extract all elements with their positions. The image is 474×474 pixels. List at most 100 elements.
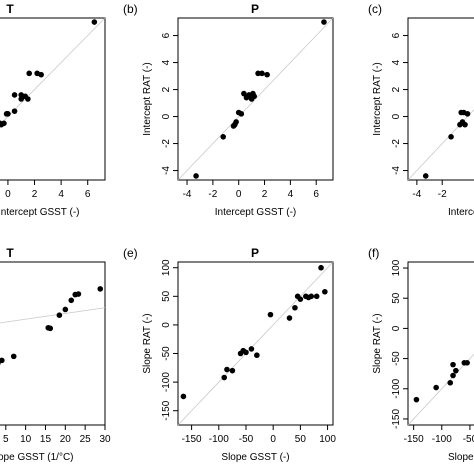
panel-6-panel-label: (f) — [368, 246, 379, 260]
panel-1-xtick-label-2: 4 — [58, 189, 64, 200]
panel-5-point-11 — [292, 304, 298, 311]
panel-1-xtick-label-3: 6 — [85, 189, 91, 200]
panel-2-panel-label: (b) — [123, 2, 138, 16]
panel-4-point-12 — [75, 291, 82, 297]
panel-2-point-14 — [259, 70, 265, 77]
panel-6-xlabel: Slope — [448, 452, 474, 463]
panel-5-xtick-label-5: 100 — [319, 434, 336, 445]
panel-1-point-1 — [1, 120, 7, 127]
panel-3-ytick-label-3: 2 — [391, 86, 402, 92]
panel-3-point-7 — [464, 111, 471, 117]
panel-2-ytick-label-3: 2 — [161, 86, 172, 92]
panel-5-ytick-label-3: 0 — [161, 322, 172, 328]
panel-2-xtick-label-2: 0 — [236, 189, 242, 200]
panel-2-xlabel: Intercept GSST (-) — [215, 207, 297, 218]
panel-6-ytick-label-2: -50 — [391, 351, 402, 366]
panel-1-point-6 — [11, 92, 18, 98]
panel-2-point-15 — [264, 71, 270, 78]
panel-5-xtick-label-3: 0 — [270, 434, 276, 445]
panel-4-xtick-label-2: 10 — [20, 434, 32, 445]
panel-5-identity-line — [177, 261, 334, 426]
panel-2-xtick-label-1: -2 — [208, 189, 217, 200]
panel-5-point-1 — [221, 374, 228, 381]
panel-6-ytick-label-0: -150 — [391, 409, 402, 429]
panel-5-ytick-label-2: -50 — [161, 346, 172, 361]
panel-5-point-13 — [297, 296, 304, 302]
panel-6-ytick-label-4: 50 — [391, 292, 402, 304]
panel-2-xtick-label-3: 2 — [262, 189, 268, 200]
panel-5-point-2 — [224, 366, 230, 373]
panel-4-title: T — [6, 246, 14, 260]
panel-4-point-8 — [56, 312, 63, 318]
panel-6-point-5 — [453, 367, 459, 374]
panel-4-xlabel: ope GSST (1/°C) — [0, 452, 74, 463]
panel-5-point-18 — [318, 264, 324, 271]
panel-6-xtick-label-0: -150 — [404, 434, 424, 445]
panel-3-ytick-label-2: 0 — [391, 113, 402, 119]
panel-3-ytick-label-4: 4 — [391, 59, 402, 65]
panel-6-point-0 — [413, 396, 420, 403]
panel-2-ytick-label-0: -4 — [161, 166, 172, 175]
panel-1-xlabel: Intercept GSST (-) — [0, 207, 80, 218]
panel-5-point-8 — [254, 352, 260, 359]
panel-2-xtick-label-4: 4 — [288, 189, 294, 200]
panel-2-ytick-label-5: 6 — [161, 32, 172, 38]
panel-2-ylabel: Intercept RAT (-) — [142, 62, 153, 136]
panel-5-point-19 — [322, 288, 328, 295]
panel-6-point-7 — [464, 360, 470, 366]
panel-2-point-12 — [251, 93, 258, 100]
panel-3-xtick-label-0: -4 — [412, 189, 421, 200]
panel-1-title: T — [6, 2, 14, 16]
panel-3-ytick-label-0: -4 — [391, 166, 402, 175]
panel-5-point-16 — [308, 293, 315, 300]
panel-2-point-13 — [255, 70, 261, 77]
panel-3-point-6 — [462, 121, 468, 128]
panel-2-ytick-label-1: -2 — [161, 139, 172, 148]
panel-5-point-3 — [229, 367, 236, 374]
panel-6-xtick-label-2: -50 — [463, 434, 474, 445]
panel-2-point-1 — [220, 134, 227, 140]
panel-5-panel-label: (e) — [123, 246, 138, 260]
panel-3-point-1 — [448, 134, 454, 140]
panel-4-xtick-label-5: 25 — [80, 434, 92, 445]
panel-5-xlabel: Slope GSST (-) — [221, 452, 289, 463]
panel-3-ytick-label-5: 6 — [391, 32, 402, 38]
panel-4-frame — [0, 261, 106, 426]
panel-1-xtick-label-1: 2 — [32, 189, 38, 200]
panel-5-ytick-label-0: -150 — [161, 400, 172, 420]
panel-3-xlabel: Interce — [448, 207, 474, 218]
panel-4-point-5 — [10, 353, 17, 360]
panel-5-point-6 — [243, 349, 249, 356]
panel-1-point-10 — [25, 96, 31, 102]
panel-3-ytick-label-1: -2 — [391, 139, 402, 148]
panel-4-point-7 — [47, 325, 54, 332]
panel-6-frame — [407, 261, 474, 426]
panel-3-panel-label: (c) — [368, 2, 382, 16]
panel-2-ytick-label-4: 4 — [161, 59, 172, 65]
panel-5-xtick-label-2: -50 — [239, 434, 254, 445]
panel-6-ytick-label-1: -100 — [391, 378, 402, 398]
panel-6-ytick-label-5: 100 — [391, 259, 402, 276]
panel-5-point-9 — [267, 311, 274, 318]
panel-1-point-4 — [5, 111, 11, 117]
panel-5-point-17 — [313, 293, 320, 300]
panel-4-point-9 — [62, 306, 69, 313]
panel-2-point-16 — [321, 19, 327, 25]
panel-1-point-11 — [26, 70, 33, 77]
panel-5-xtick-label-0: -150 — [182, 434, 202, 445]
panel-2-xtick-label-5: 6 — [313, 189, 319, 200]
panel-2-xtick-label-0: -4 — [183, 189, 192, 200]
panel-4-xtick-label-1: 5 — [3, 434, 9, 445]
panel-6-xtick-label-1: -100 — [432, 434, 452, 445]
panel-6-point-3 — [450, 372, 456, 379]
panel-2-point-0 — [193, 173, 199, 179]
panel-5-point-0 — [180, 393, 187, 400]
panel-3-frame — [407, 17, 474, 181]
panel-1-point-5 — [11, 108, 18, 114]
panel-6-point-4 — [450, 361, 456, 368]
panel-2-identity-line — [177, 17, 334, 181]
panel-5-ytick-label-1: -100 — [161, 372, 172, 392]
panel-1-point-14 — [91, 19, 98, 25]
panel-5-ytick-label-4: 50 — [161, 290, 172, 302]
